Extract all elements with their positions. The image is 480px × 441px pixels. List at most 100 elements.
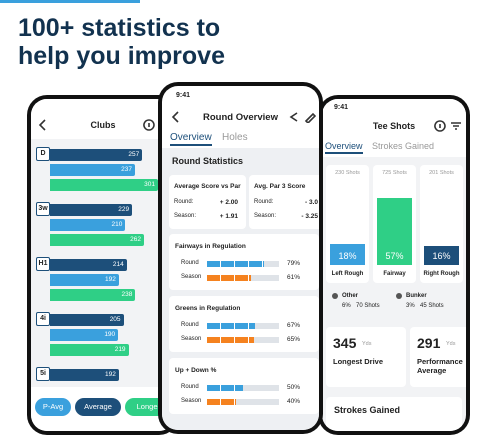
screen: 9:41 Round Overview Overview Holes Round Sta…	[162, 86, 319, 430]
stat-value: 291	[417, 335, 441, 351]
section-title: Strokes Gained	[334, 405, 401, 415]
club-label: 4i	[36, 312, 50, 326]
club-bar: 219	[50, 344, 129, 356]
column-bar: 18%	[330, 243, 365, 265]
bar-value: 40%	[287, 398, 301, 405]
bar-value: 67%	[287, 322, 301, 329]
stat-card: 291 Yds Performance Average	[410, 327, 466, 387]
bar-track	[207, 385, 279, 391]
club-value: 238	[121, 291, 133, 298]
bar	[207, 323, 256, 329]
filter-button[interactable]: Average	[75, 398, 121, 416]
stat-unit: Yds	[446, 341, 456, 347]
club-bar: 229	[50, 204, 133, 216]
tab[interactable]: Overview	[325, 141, 363, 154]
bar	[207, 385, 243, 391]
filter-button[interactable]: P-Avg	[35, 398, 71, 416]
row-value: + 2.00	[219, 199, 238, 206]
stat-card: Avg. Par 3 Score Round: - 3.0 Season: - 3.25	[249, 175, 319, 229]
row-label: Round	[181, 260, 199, 266]
phone-round: 9:41 Round Overview Overview Holes Round Sta…	[158, 82, 323, 434]
bar	[207, 261, 264, 267]
tab[interactable]: Strokes Gained	[372, 141, 435, 151]
column-label: Left Rough	[331, 271, 364, 277]
bar-card: Greens in Regulation Round 67% Season 65%	[169, 296, 319, 352]
column-label: Right Rough	[423, 271, 460, 277]
club-value: 237	[121, 166, 133, 173]
icon-path	[38, 119, 46, 131]
stat-card: 345 Yds Longest Drive	[326, 327, 406, 387]
club-label: H1	[36, 257, 50, 271]
bar-value: 50%	[287, 384, 301, 391]
phone-tee-shots: 9:41 Tee Shots Overview Strokes Gained 230 S…	[318, 95, 470, 435]
phone-clubs: 9:41ClubsD2572373013w229210262H121419223…	[27, 95, 179, 435]
row-label: Round:	[254, 199, 274, 205]
card-title: Fairways in Regulation	[175, 243, 246, 250]
club-bar: 192	[50, 369, 119, 381]
club-bar: 262	[50, 234, 144, 246]
icon-path	[434, 120, 446, 132]
club-value: 190	[104, 331, 116, 338]
stat-label: Longest Drive	[333, 357, 384, 366]
icon	[143, 119, 155, 131]
bar	[207, 275, 251, 281]
club-bar: 214	[50, 259, 127, 271]
extra-pct: 6%	[342, 303, 351, 309]
dot	[332, 293, 338, 299]
row-label: Season	[181, 336, 202, 342]
club-value: 214	[112, 261, 124, 268]
club-value: 192	[105, 276, 116, 283]
column-label: Fairway	[383, 271, 406, 277]
extra-label: Bunker	[406, 293, 427, 299]
club-bar: 257	[50, 149, 143, 161]
club-value: 229	[118, 206, 130, 213]
column-bar: 16%	[424, 246, 459, 265]
stat-card: Average Score vs Par Round: + 2.00 Season: +…	[169, 175, 246, 229]
status-time: 9:41	[334, 104, 349, 111]
stat-label: Performance Average	[417, 357, 463, 375]
row-label: Round:	[174, 199, 194, 205]
column-value: 16%	[432, 251, 451, 261]
topbar	[322, 99, 466, 157]
club-label: 5i	[36, 367, 50, 381]
card-title: Greens in Regulation	[175, 305, 241, 312]
club-value: 219	[114, 346, 126, 353]
headline: help you improve	[18, 42, 225, 70]
shots-label: 725 Shots	[382, 170, 407, 176]
row-value: - 3.0	[304, 199, 318, 206]
stat-value: 345	[333, 335, 357, 351]
row-label: Season	[181, 398, 202, 404]
section-title: Round Statistics	[172, 156, 244, 166]
topbar	[31, 99, 175, 139]
dot	[396, 293, 402, 299]
card-title: Avg. Par 3 Score	[254, 183, 306, 190]
club-bar: 238	[50, 289, 136, 301]
club-value: 192	[105, 371, 116, 378]
screen: 9:41ClubsD2572373013w229210262H121419223…	[31, 99, 175, 431]
accent-line	[0, 0, 140, 3]
icon	[171, 111, 179, 123]
tab[interactable]: Holes	[222, 132, 248, 143]
club-bar: 205	[50, 314, 124, 326]
extra-shots: 45 Shots	[420, 303, 444, 309]
column-card: 230 Shots 18% Left Rough	[326, 165, 369, 283]
club-value: 257	[128, 151, 140, 158]
section-card: Strokes Gained	[326, 397, 462, 431]
icon	[451, 122, 461, 130]
column-value: 18%	[338, 251, 357, 261]
status-time: 9:41	[176, 92, 191, 99]
row-label: Season:	[174, 213, 197, 219]
shots-label: 230 Shots	[335, 170, 360, 176]
icon-path	[304, 112, 316, 123]
row-label: Season	[181, 274, 202, 280]
screen-title: Tee Shots	[372, 121, 416, 131]
row-value: - 3.25	[301, 213, 318, 220]
tab[interactable]: Overview	[170, 132, 212, 146]
bar-value: 61%	[287, 274, 301, 281]
bar-card: Up + Down % Round 50% Season 40%	[169, 358, 319, 414]
row-value: + 1.91	[219, 213, 238, 220]
extra-label: Other	[342, 293, 359, 299]
icon-path	[171, 111, 179, 123]
club-bar: 237	[50, 164, 136, 176]
